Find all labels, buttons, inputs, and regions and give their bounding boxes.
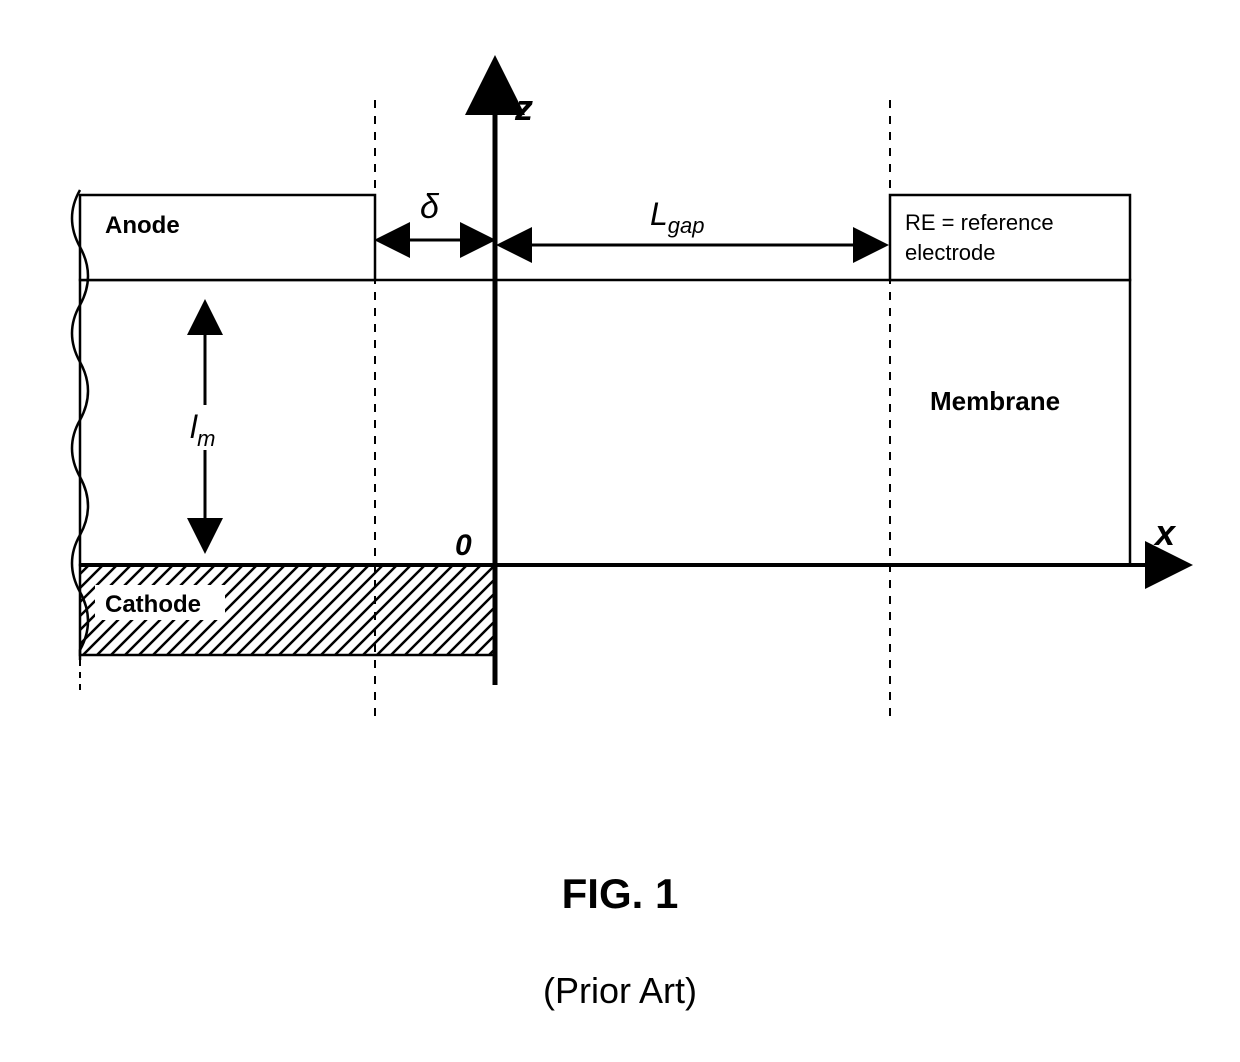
- re-label-1: RE = reference: [905, 210, 1054, 235]
- cathode-label: Cathode: [105, 591, 201, 618]
- schematic-svg: Anode RE = reference electrode Cathode M…: [40, 40, 1200, 760]
- lgap-label: Lgap: [650, 196, 705, 238]
- figure-caption-main: FIG. 1: [0, 870, 1240, 918]
- z-axis-label: z: [514, 87, 533, 128]
- re-box: [890, 195, 1130, 280]
- re-label-2: electrode: [905, 240, 996, 265]
- x-axis-label: x: [1153, 512, 1177, 553]
- delta-label: δ: [420, 188, 440, 226]
- membrane-box: [80, 280, 1130, 565]
- diagram-container: Anode RE = reference electrode Cathode M…: [40, 40, 1200, 760]
- lgap-main: L: [650, 196, 668, 232]
- anode-label: Anode: [105, 212, 180, 239]
- lm-sub: m: [197, 426, 215, 451]
- lgap-sub: gap: [668, 213, 705, 238]
- membrane-label: Membrane: [930, 386, 1060, 416]
- figure-caption-sub: (Prior Art): [0, 970, 1240, 1012]
- origin-label: 0: [455, 529, 472, 562]
